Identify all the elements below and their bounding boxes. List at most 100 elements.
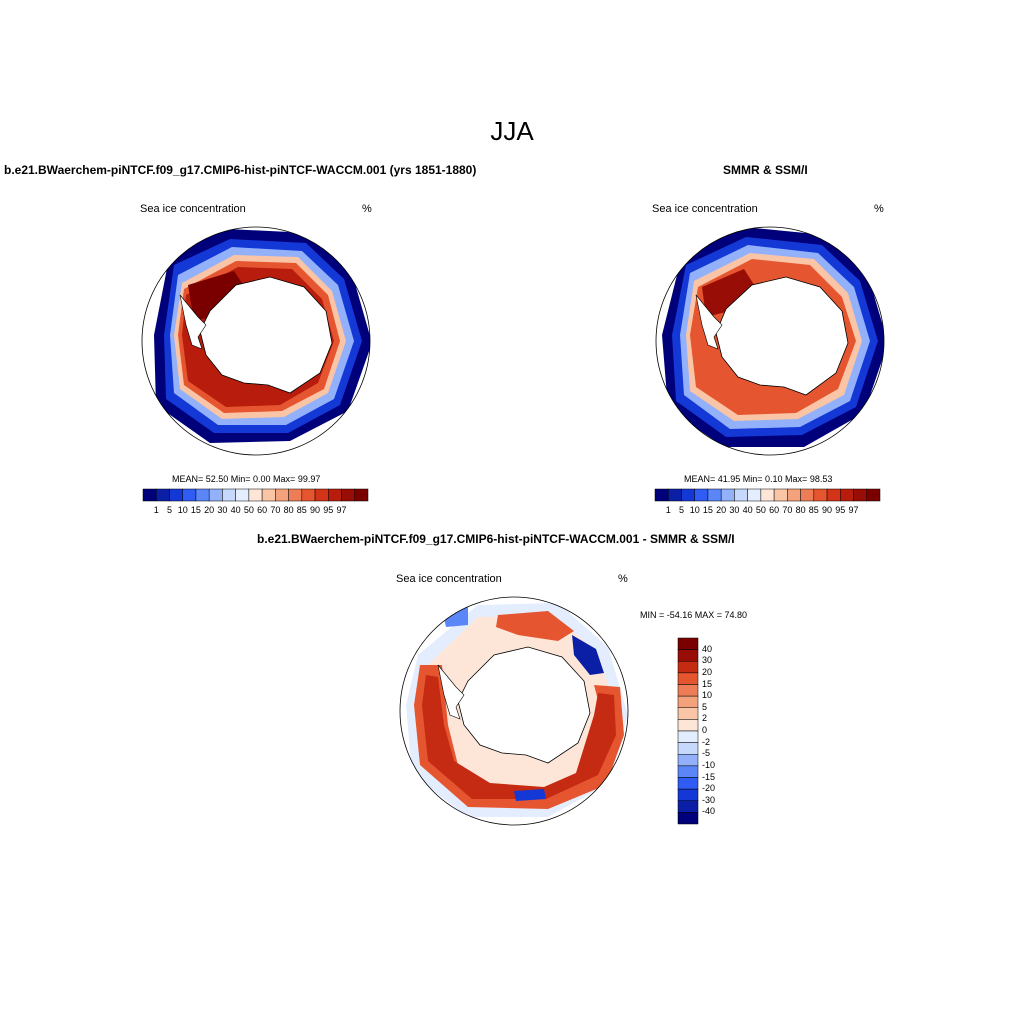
obs-colorbar-label: 97 [848,505,859,515]
model-sea-ice-map [141,226,371,456]
diff-colorbar-label: -2 [702,736,711,747]
model-colorbar-swatch [248,488,263,502]
obs-colorbar-swatch [813,488,828,502]
obs-colorbar-swatch [760,488,775,502]
diff-sea-ice-map [399,596,629,826]
model-antarctica-land [199,276,333,394]
model-colorbar-label: 50 [243,505,254,515]
diff-colorbar-label: -20 [702,783,716,794]
diff-colorbar-swatch [677,777,699,790]
diff-colorbar-swatch [677,742,699,755]
diff-colorbar-label: 30 [702,655,713,666]
obs-colorbar-swatch [866,488,881,502]
model-colorbar-swatch [301,488,316,502]
model-colorbar-swatch [328,488,342,502]
diff-colorbar-swatch [677,661,699,674]
obs-colorbar-label: 20 [716,505,727,515]
model-colorbar-swatch [354,488,369,502]
obs-colorbar-label: 85 [808,505,819,515]
diff-colorbar-label: 2 [702,713,708,724]
obs-colorbar [654,488,881,502]
obs-sea-ice-map [655,226,885,456]
obs-colorbar-swatch [840,488,854,502]
diff-colorbar-label: 15 [702,678,713,689]
diff-colorbar-swatch [677,707,699,720]
model-colorbar-label: 80 [283,505,294,515]
model-colorbar-swatch [182,488,197,502]
diff-colorbar-label: -10 [702,759,716,770]
diff-colorbar-label: -15 [702,771,716,782]
diff-colorbar-swatch [677,637,699,650]
diff-colorbar-swatch [677,649,699,662]
obs-colorbar-swatch [800,488,815,502]
model-colorbar-label: 95 [323,505,334,515]
model-colorbar-swatch [261,488,276,502]
obs-colorbar-swatch [681,488,695,502]
obs-panel-title: SMMR & SSM/I [723,163,808,177]
diff-colorbar-swatch [677,754,699,767]
model-colorbar-label: 40 [230,505,241,515]
obs-colorbar-swatch [667,488,682,502]
obs-colorbar-swatch [773,488,788,502]
obs-stats: MEAN= 41.95 Min= 0.10 Max= 98.53 [684,474,833,484]
obs-colorbar-swatch [826,488,841,502]
diff-colorbar-label: 10 [702,690,713,701]
model-panel-title: b.e21.BWaerchem-piNTCF.f09_g17.CMIP6-his… [4,163,477,177]
model-colorbar-swatch [275,488,289,502]
model-colorbar [142,488,369,502]
obs-colorbar-label: 95 [835,505,846,515]
model-colorbar-swatch [155,488,170,502]
model-colorbar-label: 1 [153,505,159,515]
diff-colorbar-label: -5 [702,748,711,759]
model-stats: MEAN= 52.50 Min= 0.00 Max= 99.97 [172,474,321,484]
model-colorbar-swatch [208,488,223,502]
model-colorbar-swatch [235,488,250,502]
obs-colorbar-swatch [654,488,669,502]
obs-colorbar-swatch [747,488,762,502]
model-colorbar-swatch [195,488,210,502]
obs-colorbar-label: 80 [795,505,806,515]
diff-colorbar [677,637,699,825]
obs-colorbar-label: 5 [678,505,684,515]
obs-colorbar-label: 70 [782,505,793,515]
obs-units-label: % [874,203,884,215]
diff-colorbar-label: 0 [702,725,708,735]
obs-colorbar-swatch [853,488,868,502]
obs-colorbar-label: 40 [742,505,753,515]
obs-colorbar-swatch [694,488,709,502]
diff-colorbar-swatch [677,765,699,778]
diff-colorbar-swatch [677,812,699,825]
obs-colorbar-swatch [787,488,801,502]
model-colorbar-label: 97 [336,505,347,515]
obs-colorbar-swatch [707,488,722,502]
obs-colorbar-label: 1 [665,505,671,515]
diff-minmax: MIN = -54.16 MAX = 74.80 [640,610,748,620]
obs-colorbar-label: 90 [822,505,833,515]
figure-title: JJA [490,116,534,146]
diff-panel-title: b.e21.BWaerchem-piNTCF.f09_g17.CMIP6-his… [257,532,735,546]
diff-colorbar-swatch [677,788,699,801]
model-variable-label: Sea ice concentration [140,203,246,215]
model-colorbar-swatch [314,488,329,502]
obs-variable-label: Sea ice concentration [652,203,758,215]
obs-colorbar-swatch [720,488,735,502]
model-colorbar-swatch [169,488,183,502]
obs-colorbar-label: 30 [729,505,740,515]
diff-colorbar-swatch [677,719,699,732]
diff-colorbar-swatch [677,800,699,813]
obs-colorbar-label: 10 [689,505,700,515]
model-colorbar-swatch [341,488,356,502]
model-colorbar-label: 20 [204,505,215,515]
diff-colorbar-label: -40 [702,806,716,817]
diff-colorbar-label: 5 [702,701,708,712]
obs-colorbar-label: 50 [755,505,766,515]
model-colorbar-label: 10 [177,505,188,515]
model-colorbar-label: 60 [257,505,268,515]
diff-colorbar-swatch [677,672,699,685]
model-colorbar-label: 30 [217,505,228,515]
model-colorbar-label: 5 [166,505,172,515]
obs-colorbar-label: 60 [769,505,780,515]
model-colorbar-label: 85 [296,505,307,515]
model-colorbar-label: 15 [190,505,201,515]
diff-colorbar-label: -30 [702,794,716,805]
